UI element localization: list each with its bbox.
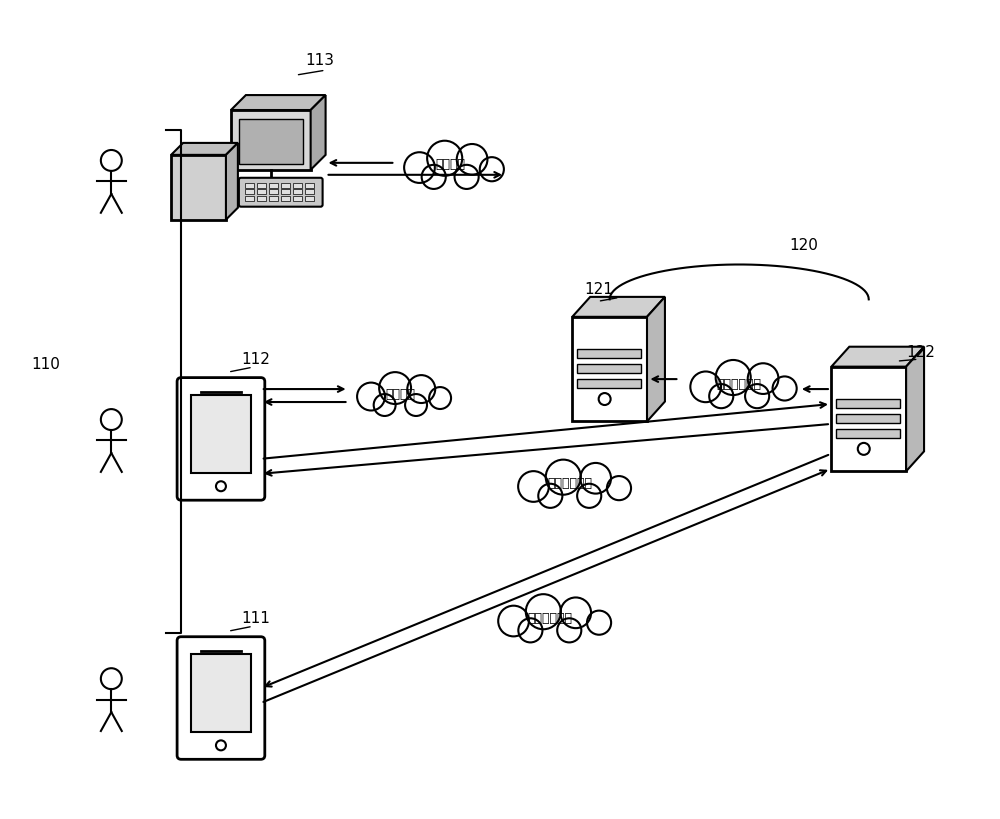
Circle shape [518,618,542,642]
Bar [245,196,254,201]
Bar [171,155,226,219]
Polygon shape [572,296,665,317]
Bar [269,183,278,188]
Bar [257,183,266,188]
Text: 122: 122 [907,345,935,360]
Bar [191,396,251,473]
Text: 121: 121 [585,283,614,297]
Circle shape [607,476,631,500]
Circle shape [429,387,451,409]
Bar [293,183,302,188]
Bar [293,189,302,194]
Circle shape [745,384,769,408]
Circle shape [518,471,549,502]
Circle shape [587,611,611,635]
Circle shape [546,459,581,495]
Text: 通信网络连接: 通信网络连接 [527,612,572,625]
Bar [231,110,311,170]
Polygon shape [906,346,924,471]
Circle shape [379,372,411,404]
Text: 110: 110 [32,357,60,372]
Bar [257,196,266,201]
Circle shape [357,382,385,410]
Bar [293,196,302,201]
Bar [239,119,303,164]
Text: 通信网络连接: 通信网络连接 [547,477,592,491]
Polygon shape [171,143,238,155]
Circle shape [480,157,504,181]
Circle shape [498,606,529,636]
Circle shape [526,594,561,629]
Circle shape [407,375,435,403]
Text: 网络连接: 网络连接 [385,387,415,400]
Circle shape [538,484,562,508]
Bar [572,317,647,422]
Bar [305,183,314,188]
Bar [577,364,641,373]
Bar [281,189,290,194]
Circle shape [405,394,427,416]
Circle shape [577,484,601,508]
FancyBboxPatch shape [177,636,265,759]
Text: 112: 112 [241,352,270,367]
Circle shape [457,144,487,174]
Bar [577,379,641,388]
Polygon shape [311,95,326,170]
FancyBboxPatch shape [177,378,265,500]
Text: 网络连接: 网络连接 [435,158,465,171]
Bar [245,183,254,188]
Circle shape [748,364,778,394]
Bar [831,367,906,471]
Circle shape [455,165,479,189]
Bar [257,189,266,194]
Circle shape [404,152,435,183]
Circle shape [716,360,751,395]
Circle shape [690,372,721,402]
Text: 113: 113 [306,53,335,68]
Circle shape [422,165,446,189]
Circle shape [709,384,733,408]
Bar [269,189,278,194]
Circle shape [557,618,581,642]
Polygon shape [231,95,326,110]
Bar [281,196,290,201]
Text: 通信网络连接: 通信网络连接 [717,378,762,391]
Bar [281,183,290,188]
Bar [191,654,251,732]
Bar [836,399,900,408]
FancyBboxPatch shape [239,178,323,206]
Bar [269,196,278,201]
Polygon shape [647,296,665,422]
Bar [836,429,900,438]
Text: 120: 120 [789,238,818,252]
Circle shape [773,377,797,400]
Circle shape [427,141,462,176]
Bar [836,414,900,423]
Bar [245,189,254,194]
Circle shape [374,394,396,416]
Bar [577,349,641,358]
Bar [305,196,314,201]
Polygon shape [226,143,238,219]
Bar [305,189,314,194]
Circle shape [560,597,591,628]
Circle shape [580,463,611,494]
Text: 111: 111 [241,611,270,627]
Polygon shape [831,346,924,367]
